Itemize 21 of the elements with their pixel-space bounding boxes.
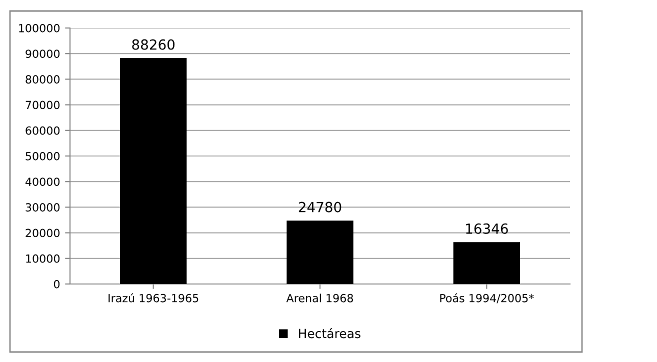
y-tick-label: 0 [54, 280, 60, 288]
y-tick-label: 100000 [19, 24, 60, 32]
y-tick-label: 40000 [25, 178, 60, 186]
y-tick-label: 10000 [26, 254, 60, 263]
x-tick-label: Arenal 1968 [286, 294, 353, 302]
y-tick-label: 20000 [26, 228, 60, 238]
y-tick-label: 50000 [26, 152, 60, 160]
data-label: 16346 [466, 223, 508, 234]
y-tick-label: 90000 [26, 50, 60, 58]
data-label: 88260 [132, 39, 174, 50]
data-label: 24780 [298, 202, 342, 212]
y-tick-label: 60000 [26, 126, 60, 135]
legend-label: Hectáreas [298, 328, 360, 338]
x-tick-label: Poás 1994/2005* [440, 293, 534, 304]
bar [120, 58, 187, 284]
y-tick-label: 30000 [26, 203, 60, 212]
bar [453, 242, 520, 284]
y-tick-label: 80000 [26, 75, 60, 84]
bar [286, 220, 354, 284]
y-tick-label: 70000 [26, 100, 60, 110]
x-tick-label: Irazú 1963-1965 [108, 293, 198, 302]
